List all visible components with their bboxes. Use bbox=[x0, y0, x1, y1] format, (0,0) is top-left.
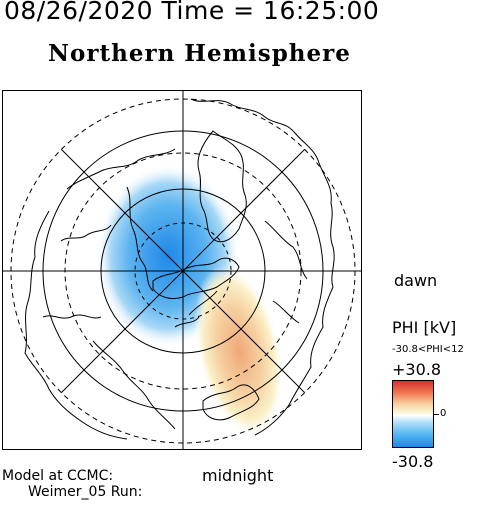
date-time-header: 08/26/2020 Time = 16:25:00 bbox=[4, 0, 380, 25]
colorbar-zero-label: 0 bbox=[440, 408, 447, 419]
run-label: Weimer_05 Run: bbox=[28, 484, 143, 500]
polar-map-svg bbox=[3, 91, 361, 449]
polar-map bbox=[2, 90, 362, 450]
midnight-label: midnight bbox=[202, 466, 274, 485]
colorbar-min-label: -30.8 bbox=[392, 452, 434, 471]
colorbar-quantity-label: PHI [kV] bbox=[392, 318, 457, 337]
model-label: Model at CCMC: bbox=[2, 468, 114, 484]
colorbar-range-text: -30.8<PHI<12 bbox=[392, 344, 464, 355]
colorbar-max-label: +30.8 bbox=[392, 360, 442, 379]
colorbar bbox=[392, 380, 434, 448]
plot-title: Northern Hemisphere bbox=[48, 40, 351, 67]
colorbar-zero-tick bbox=[434, 414, 439, 415]
frame-axis-lines bbox=[3, 91, 361, 449]
dawn-label: dawn bbox=[394, 271, 438, 290]
